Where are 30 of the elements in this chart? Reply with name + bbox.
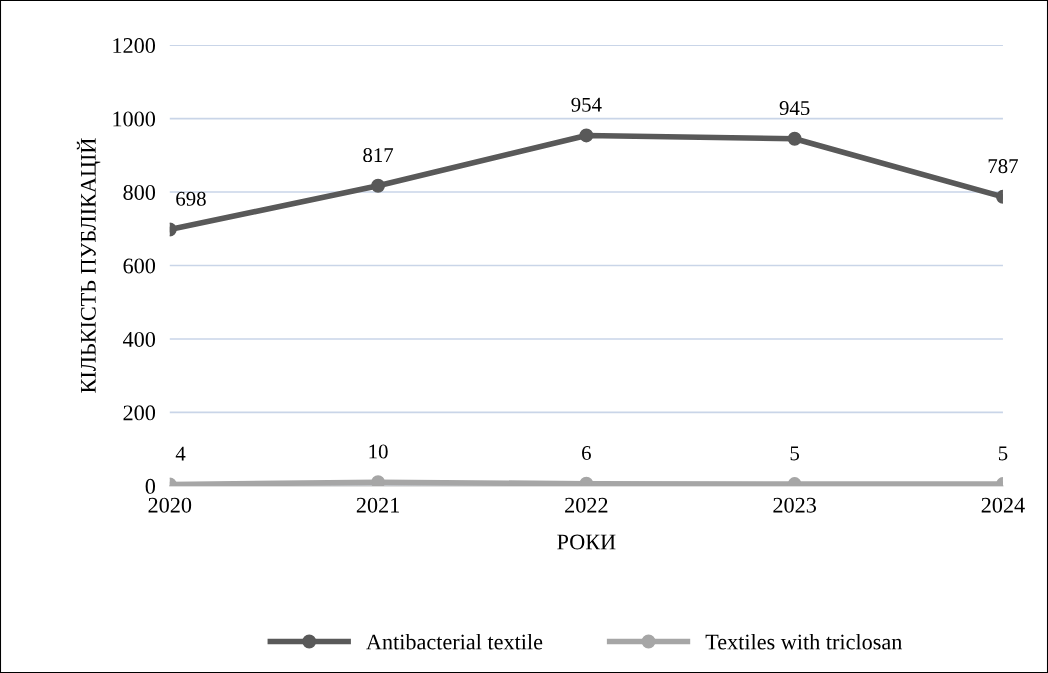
- data-label: 787: [988, 159, 1018, 174]
- y-tick-label: 400: [122, 331, 156, 347]
- y-tick-label: 1000: [113, 111, 156, 127]
- data-label: 954: [571, 97, 602, 112]
- y-tick-label: 600: [123, 258, 156, 274]
- data-label: 6: [582, 446, 591, 461]
- y-axis-title: КІЛЬКІСТЬ ПУБЛІКАЦІЙ: [76, 138, 101, 393]
- x-axis-title: РОКИ: [557, 534, 616, 550]
- data-label: 817: [363, 148, 394, 163]
- data-label: 698: [176, 191, 206, 206]
- point: [787, 131, 802, 146]
- legend-label: Textiles with triclosan: [705, 633, 903, 650]
- data-label: 945: [779, 101, 810, 116]
- y-tick-label: 800: [123, 184, 156, 200]
- data-label: 5: [998, 446, 1008, 461]
- point: [579, 128, 594, 143]
- x-tick-label: 2023: [773, 497, 816, 513]
- y-tick-label: 200: [123, 405, 156, 421]
- x-tick-label: 2020: [148, 497, 192, 513]
- legend-label: Antibacterial textile: [366, 633, 543, 650]
- x-tick-label: 2024: [981, 497, 1025, 513]
- y-tick-label: 0: [145, 478, 156, 494]
- x-tick-label: 2022: [565, 497, 608, 513]
- y-tick-label: 1200: [113, 38, 156, 54]
- data-label: 10: [369, 444, 388, 459]
- point: [371, 178, 386, 193]
- data-label: 5: [790, 446, 800, 461]
- point: [371, 475, 386, 486]
- data-label: 4: [175, 446, 186, 461]
- x-tick-label: 2021: [356, 497, 399, 513]
